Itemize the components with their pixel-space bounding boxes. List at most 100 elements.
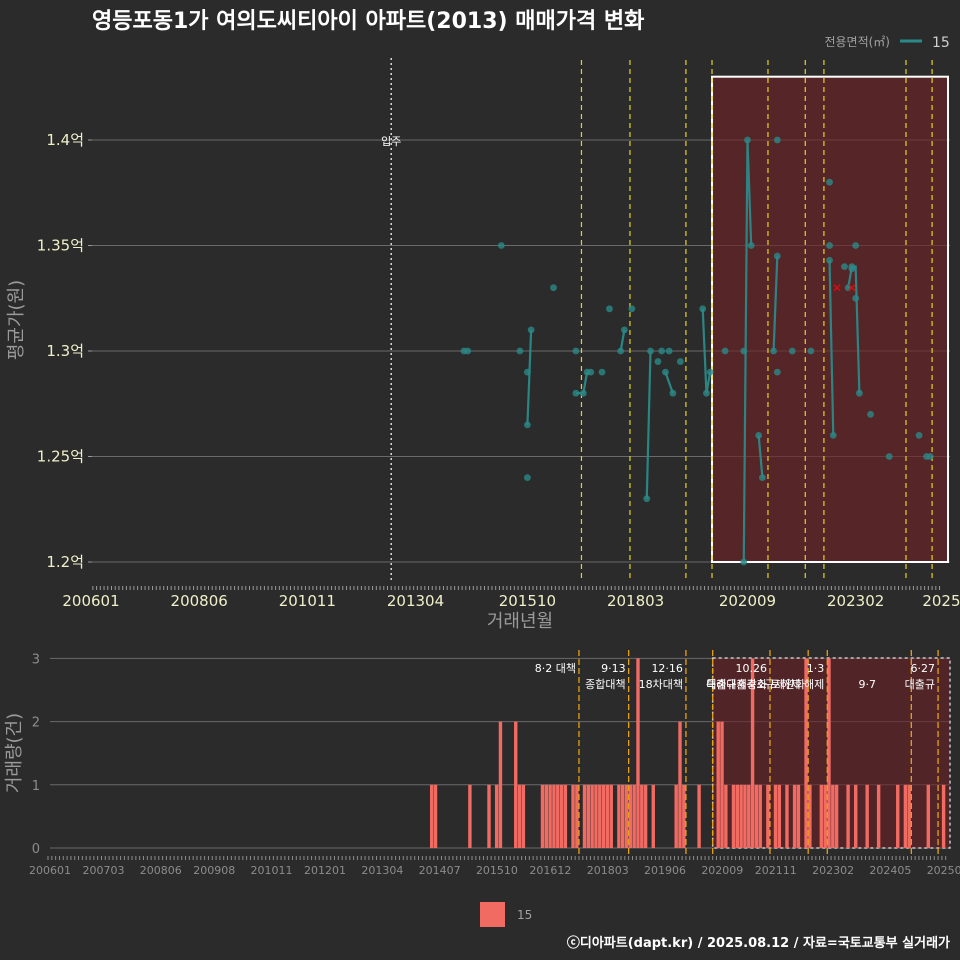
data-point bbox=[788, 347, 796, 355]
volume-bar bbox=[498, 721, 503, 848]
series-line-segment bbox=[757, 435, 764, 478]
volume-bar bbox=[865, 784, 869, 848]
volume-bar bbox=[514, 721, 518, 848]
volume-bar bbox=[571, 784, 575, 848]
data-point bbox=[848, 265, 856, 273]
volume-bar bbox=[678, 721, 682, 848]
y-tick-label: 1.35억 bbox=[37, 237, 84, 255]
volume-bar bbox=[628, 784, 633, 848]
volume-x-tick-label: 200601 bbox=[29, 864, 71, 877]
source-caption: ⓒ디아파트(dapt.kr) / 2025.08.12 / 자료=국토교통부 실… bbox=[567, 935, 950, 951]
volume-bar bbox=[792, 784, 797, 848]
data-point bbox=[759, 474, 766, 481]
volume-bar bbox=[724, 784, 728, 848]
volume-bar bbox=[517, 784, 522, 848]
volume-x-tick-label: 202508 bbox=[927, 864, 960, 877]
data-point bbox=[527, 326, 535, 334]
data-point bbox=[676, 358, 684, 365]
data-point bbox=[497, 242, 505, 249]
volume-bar bbox=[804, 658, 808, 848]
x-tick-label: 201304 bbox=[387, 592, 444, 610]
volume-bar bbox=[640, 784, 644, 848]
x-axis-title: 거래년월 bbox=[487, 611, 553, 632]
data-point bbox=[703, 389, 710, 397]
data-point bbox=[620, 326, 628, 334]
volume-bar bbox=[643, 784, 648, 848]
volume-bar bbox=[632, 784, 636, 848]
volume-x-tick-label: 200908 bbox=[193, 864, 235, 877]
data-point bbox=[617, 347, 625, 355]
volume-y-tick-label: 2 bbox=[32, 716, 40, 731]
y-tick-label: 1.3억 bbox=[46, 342, 84, 360]
y-tick-label: 1.2억 bbox=[46, 553, 84, 571]
volume-bar bbox=[605, 784, 610, 848]
data-point bbox=[628, 305, 636, 313]
volume-bar bbox=[941, 784, 946, 848]
volume-bar bbox=[487, 784, 491, 848]
cancelled-point bbox=[848, 284, 856, 292]
volume-bar bbox=[750, 658, 755, 848]
data-point bbox=[867, 410, 874, 418]
volume-bar bbox=[621, 784, 625, 848]
volume-bar bbox=[651, 784, 655, 848]
y-tick-label: 1.25억 bbox=[37, 448, 84, 466]
x-tick-label: 2025 bbox=[922, 592, 960, 610]
event-label: 종합대책 bbox=[585, 678, 625, 691]
legend-top: 전용면적(㎡) 15 bbox=[824, 35, 949, 51]
data-point bbox=[915, 432, 923, 439]
event-label: 1·3 bbox=[807, 662, 825, 675]
data-point bbox=[524, 421, 531, 429]
series-line-segment bbox=[645, 350, 652, 499]
data-point bbox=[740, 558, 748, 566]
volume-bar bbox=[731, 784, 736, 848]
volume-bar bbox=[544, 784, 548, 848]
data-point bbox=[770, 347, 777, 355]
volume-bar bbox=[754, 784, 759, 848]
volume-bar bbox=[636, 658, 640, 848]
data-point bbox=[773, 136, 781, 144]
x-tick-label: 201011 bbox=[279, 592, 336, 610]
x-tick-label: 200806 bbox=[171, 592, 228, 610]
volume-bar bbox=[601, 784, 606, 848]
data-point bbox=[587, 368, 595, 376]
series-line-segment bbox=[526, 329, 533, 425]
volume-bar bbox=[735, 784, 739, 848]
data-point bbox=[658, 347, 666, 355]
event-label: 10.26 bbox=[735, 662, 767, 675]
data-point bbox=[807, 347, 815, 355]
event-label: 대출규 bbox=[905, 678, 935, 691]
event-label: 규제완화 bbox=[765, 678, 805, 691]
volume-bar bbox=[907, 784, 911, 848]
data-point bbox=[579, 389, 587, 397]
cancelled-point bbox=[833, 284, 841, 292]
volume-bar bbox=[582, 784, 587, 848]
volume-bar bbox=[682, 784, 686, 848]
volume-bar bbox=[716, 721, 720, 848]
volume-bar bbox=[548, 784, 552, 848]
volume-x-tick-label: 202111 bbox=[755, 864, 797, 877]
volume-x-tick-label: 201510 bbox=[476, 864, 518, 877]
volume-bar bbox=[617, 784, 621, 848]
volume-bar bbox=[777, 784, 782, 848]
x-tick-label: 200601 bbox=[62, 592, 119, 610]
volume-bar bbox=[854, 784, 858, 848]
data-point bbox=[669, 389, 677, 397]
volume-y-axis-title: 거래량(건) bbox=[4, 713, 25, 793]
data-point bbox=[606, 305, 613, 313]
volume-x-tick-label: 201612 bbox=[529, 864, 571, 877]
event-label: 12·16 bbox=[651, 662, 683, 675]
volume-bar bbox=[720, 721, 724, 848]
volume-x-tick-label: 200806 bbox=[140, 864, 182, 877]
volume-bar bbox=[827, 658, 831, 848]
event-label: 대출규제강화 bbox=[706, 678, 767, 691]
volume-bar bbox=[586, 784, 591, 848]
series-line-segment bbox=[619, 329, 626, 352]
data-point bbox=[755, 432, 763, 439]
data-point bbox=[852, 294, 860, 302]
event-extra-label: 9·7 bbox=[859, 678, 877, 691]
volume-x-tick-label: 201011 bbox=[251, 864, 293, 877]
data-point bbox=[524, 368, 531, 376]
volume-bar bbox=[739, 784, 743, 848]
data-point bbox=[654, 358, 662, 365]
